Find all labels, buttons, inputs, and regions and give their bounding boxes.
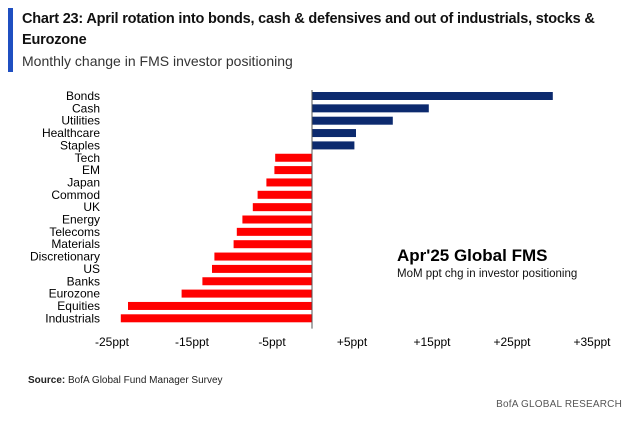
bar-energy	[242, 215, 312, 224]
category-label: Bonds	[66, 89, 100, 103]
bar-chart: BondsCashUtilitiesHealthcareStaplesTechE…	[30, 89, 611, 349]
category-label: Energy	[62, 213, 100, 227]
category-label: Eurozone	[49, 287, 101, 301]
bar-commod	[257, 190, 312, 199]
bar-discretionary	[214, 252, 312, 261]
source-text: BofA Global Fund Manager Survey	[65, 375, 223, 386]
category-label: Cash	[72, 101, 100, 115]
category-label: Healthcare	[42, 126, 100, 140]
bar-bonds	[312, 92, 553, 100]
bar-banks	[202, 277, 312, 286]
source-label: Source:	[28, 375, 66, 386]
category-label: Utilities	[61, 114, 100, 128]
x-tick-label: -15ppt	[175, 335, 210, 349]
bar-em	[274, 166, 312, 175]
source-note: Source: BofA Global Fund Manager Survey	[28, 375, 223, 386]
x-tick-label: +5ppt	[337, 335, 368, 349]
bar-staples	[312, 141, 355, 150]
category-label: UK	[83, 200, 100, 214]
bar-materials	[233, 240, 312, 249]
category-label: Telecoms	[49, 225, 100, 239]
category-label: Banks	[67, 274, 100, 288]
chart-title: Chart 23: April rotation into bonds, cas…	[22, 11, 595, 48]
category-label: US	[83, 262, 100, 276]
category-label: Staples	[60, 138, 100, 152]
category-label: Japan	[67, 175, 100, 189]
chart-subtitle: Monthly change in FMS investor positioni…	[22, 53, 293, 69]
bar-tech	[275, 153, 312, 162]
bar-us	[212, 264, 312, 273]
bar-equities	[128, 301, 312, 310]
x-tick-label: +25ppt	[493, 335, 531, 349]
title-accent-bar	[8, 8, 13, 72]
x-tick-label: -25ppt	[95, 335, 130, 349]
x-tick-label: -5ppt	[258, 335, 286, 349]
x-tick-label: +15ppt	[413, 335, 451, 349]
category-label: Commod	[51, 188, 100, 202]
annotation-subtitle: MoM ppt chg in investor positioning	[397, 268, 577, 280]
bar-japan	[266, 178, 312, 187]
bar-utilities	[312, 116, 393, 125]
category-label: EM	[82, 163, 100, 177]
bar-industrials	[120, 314, 312, 323]
category-label: Equities	[57, 299, 100, 313]
category-label: Discretionary	[30, 250, 100, 264]
bar-eurozone	[181, 289, 312, 298]
bar-telecoms	[236, 227, 312, 236]
bar-healthcare	[312, 129, 356, 138]
category-label: Materials	[51, 237, 100, 251]
category-label: Industrials	[45, 311, 100, 325]
bar-cash	[312, 104, 429, 113]
bar-uk	[252, 203, 312, 212]
x-tick-label: +35ppt	[573, 335, 611, 349]
annotation-title: Apr'25 Global FMS	[397, 246, 547, 265]
brand-label: BofA GLOBAL RESEARCH	[496, 399, 622, 410]
category-label: Tech	[75, 151, 100, 165]
